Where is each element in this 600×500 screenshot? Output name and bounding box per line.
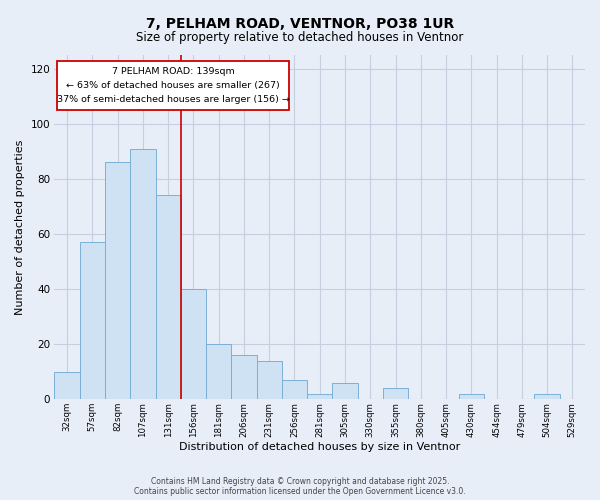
FancyBboxPatch shape <box>57 60 289 110</box>
Bar <box>130 148 155 400</box>
Bar <box>80 242 105 400</box>
Bar <box>458 394 484 400</box>
Bar <box>105 162 130 400</box>
Bar <box>206 344 232 400</box>
Y-axis label: Number of detached properties: Number of detached properties <box>15 140 25 315</box>
Bar <box>535 394 560 400</box>
Bar <box>332 383 358 400</box>
Bar <box>181 289 206 400</box>
Bar <box>257 360 282 400</box>
Text: Size of property relative to detached houses in Ventnor: Size of property relative to detached ho… <box>136 31 464 44</box>
X-axis label: Distribution of detached houses by size in Ventnor: Distribution of detached houses by size … <box>179 442 460 452</box>
Bar <box>383 388 408 400</box>
Text: 7, PELHAM ROAD, VENTNOR, PO38 1UR: 7, PELHAM ROAD, VENTNOR, PO38 1UR <box>146 18 454 32</box>
Bar <box>55 372 80 400</box>
Text: 7 PELHAM ROAD: 139sqm
← 63% of detached houses are smaller (267)
37% of semi-det: 7 PELHAM ROAD: 139sqm ← 63% of detached … <box>57 67 290 104</box>
Bar <box>232 355 257 400</box>
Bar <box>282 380 307 400</box>
Bar <box>307 394 332 400</box>
Bar <box>155 196 181 400</box>
Text: Contains HM Land Registry data © Crown copyright and database right 2025.
Contai: Contains HM Land Registry data © Crown c… <box>134 476 466 496</box>
